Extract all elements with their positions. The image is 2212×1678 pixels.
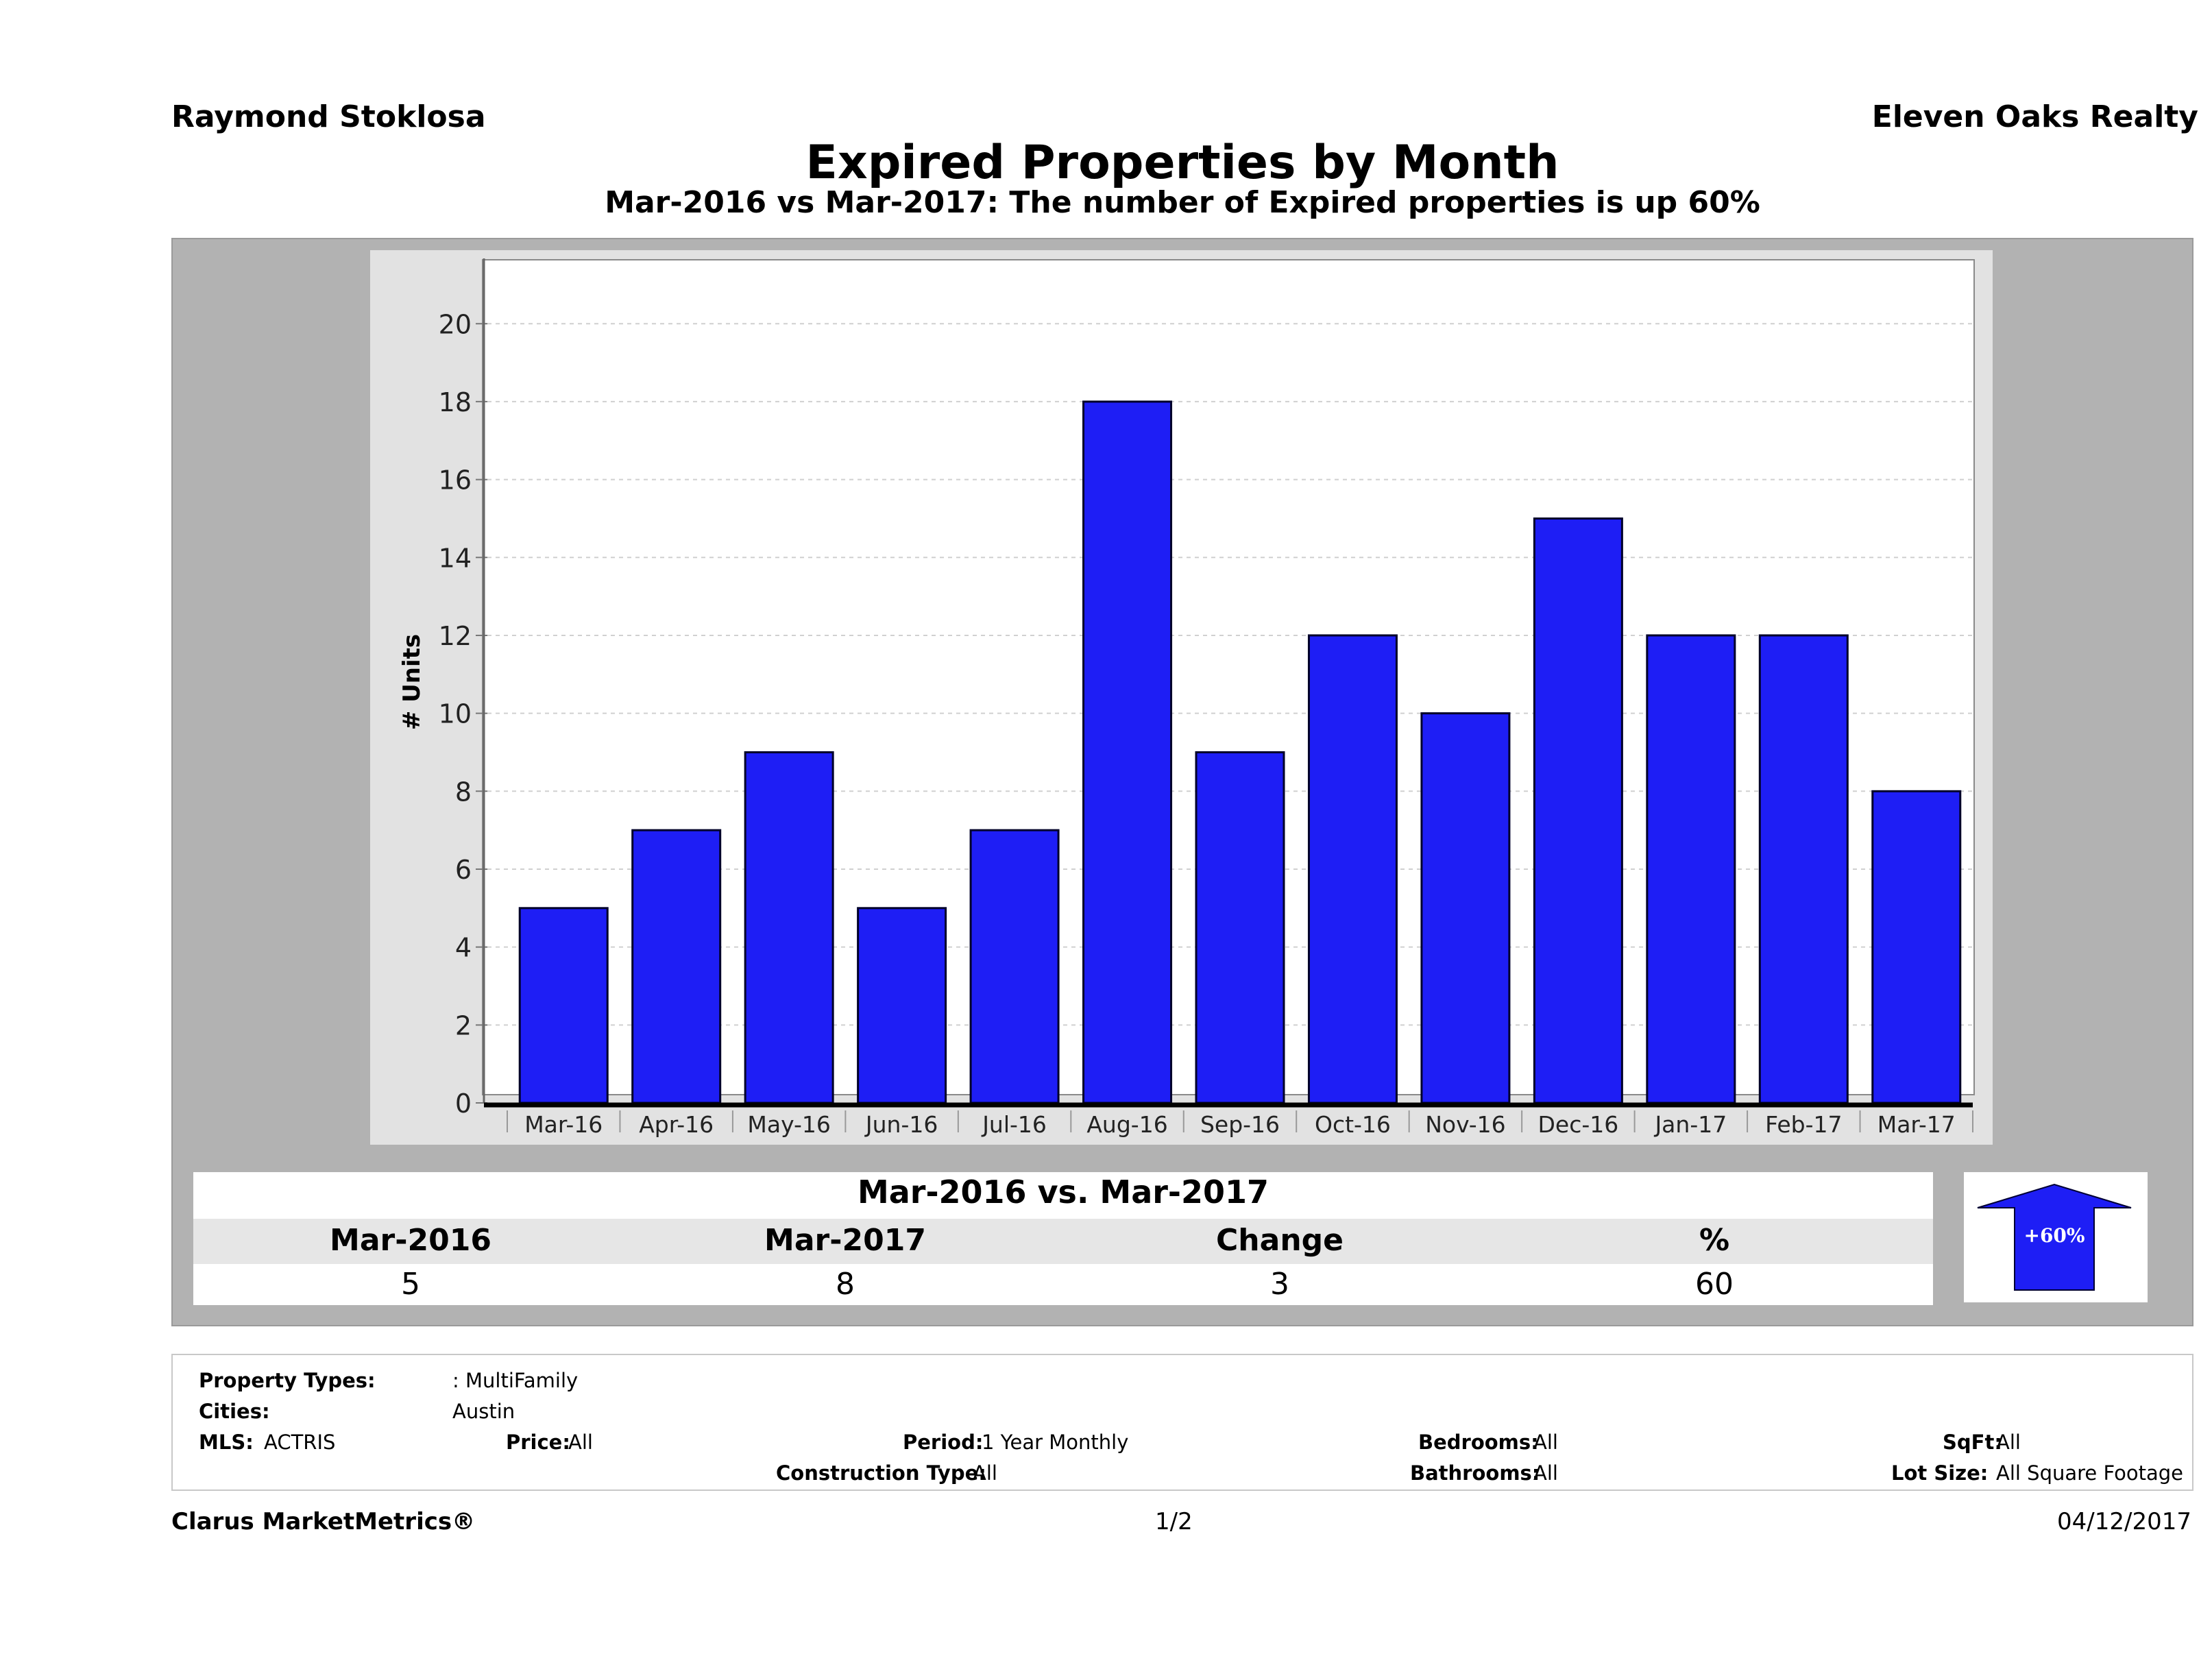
cities-value: Austin <box>452 1400 515 1423</box>
y-tick-label: 16 <box>439 465 472 496</box>
bar-sep-16 <box>1195 751 1285 1104</box>
bathrooms-label: Bathrooms: <box>1410 1461 1540 1485</box>
bar-mar-16 <box>518 907 609 1104</box>
bar-may-16 <box>744 751 834 1104</box>
y-tick-label: 6 <box>455 855 472 885</box>
x-tick-label: Mar-16 <box>524 1111 603 1138</box>
bar-apr-16 <box>631 829 722 1104</box>
y-tick-label: 0 <box>455 1089 472 1119</box>
bathrooms-value: All <box>1533 1461 1558 1485</box>
bar-mar-17 <box>1871 790 1962 1104</box>
y-tick-label: 14 <box>439 543 472 573</box>
summary-value-percent: 60 <box>1695 1267 1734 1302</box>
period-value: 1 Year Monthly <box>982 1431 1129 1454</box>
mls-label: MLS: <box>199 1431 254 1454</box>
price-value: All <box>568 1431 593 1454</box>
y-tick-label: 18 <box>439 387 472 417</box>
y-tick-label: 4 <box>455 933 472 963</box>
summary-header-percent: % <box>1699 1223 1730 1258</box>
change-badge-text: +60% <box>2023 1224 2085 1247</box>
y-axis-label: # Units <box>398 634 426 730</box>
lot-size-value: All Square Footage <box>1996 1461 2184 1485</box>
property-types-label: Property Types: <box>199 1369 376 1392</box>
y-tick-label: 2 <box>455 1010 472 1041</box>
x-tick-label: Nov-16 <box>1425 1111 1505 1138</box>
x-tick-label: Jul-16 <box>981 1111 1047 1138</box>
bar-jul-16 <box>969 829 1060 1104</box>
bar-jun-16 <box>857 907 947 1104</box>
summary-value-change: 3 <box>1270 1267 1289 1302</box>
change-badge-box: +60% <box>1964 1172 2148 1302</box>
summary-value-row <box>193 1264 1933 1305</box>
construction-type-value: All <box>973 1461 997 1485</box>
price-label: Price: <box>506 1431 570 1454</box>
bars <box>518 400 1962 1104</box>
axes: 0 2 4 6 8 10 12 14 16 18 20 Mar-16 Apr-16 May-16 Jun-1… <box>439 258 1973 1138</box>
bar-aug-16 <box>1082 400 1173 1104</box>
bedrooms-label: Bedrooms: <box>1418 1431 1539 1454</box>
y-tick-label: 8 <box>455 777 472 807</box>
x-tick-label: Aug-16 <box>1086 1111 1167 1138</box>
bedrooms-value: All <box>1533 1431 1558 1454</box>
construction-type-label: Construction Type: <box>776 1461 986 1485</box>
summary-header-change: Change <box>1216 1223 1344 1258</box>
mls-value: ACTRIS <box>264 1431 336 1454</box>
summary-value-mar2017: 8 <box>836 1267 855 1302</box>
footer-brand: Clarus MarketMetrics® <box>171 1508 476 1535</box>
summary-header-mar2016: Mar-2016 <box>330 1223 491 1258</box>
sqft-label: SqFt: <box>1943 1431 2002 1454</box>
x-tick-label: Sep-16 <box>1200 1111 1280 1138</box>
x-tick-label: May-16 <box>747 1111 831 1138</box>
footer-date: 04/12/2017 <box>2057 1508 2191 1535</box>
summary-header-mar2017: Mar-2017 <box>764 1223 926 1258</box>
y-tick-label: 12 <box>439 621 472 651</box>
x-tick-label: Mar-17 <box>1877 1111 1956 1138</box>
property-types-value: : MultiFamily <box>452 1369 579 1392</box>
summary-header-row <box>193 1219 1933 1264</box>
bar-feb-17 <box>1758 634 1849 1104</box>
brokerage-name: Eleven Oaks Realty <box>1871 99 2198 134</box>
x-tick-label: Apr-16 <box>639 1111 714 1138</box>
bar-jan-17 <box>1646 634 1736 1104</box>
bar-dec-16 <box>1533 517 1623 1104</box>
x-tick-label: Dec-16 <box>1538 1111 1619 1138</box>
sqft-value: All <box>1996 1431 2021 1454</box>
chart-title: Expired Properties by Month <box>805 136 1559 190</box>
y-tick-label: 20 <box>439 309 472 339</box>
period-label: Period: <box>903 1431 984 1454</box>
summary-title-row <box>193 1172 1933 1219</box>
criteria-box: Property Types: : MultiFamily Cities: Au… <box>171 1354 2193 1491</box>
footer-page-number: 1/2 <box>1155 1508 1193 1535</box>
summary-value-mar2016: 5 <box>401 1267 420 1302</box>
bar-nov-16 <box>1420 712 1511 1104</box>
x-tick-label: Oct-16 <box>1315 1111 1391 1138</box>
up-arrow-icon: +60% <box>1977 1183 2132 1291</box>
bar-oct-16 <box>1307 634 1398 1104</box>
summary-title: Mar-2016 vs. Mar-2017 <box>857 1174 1269 1211</box>
chart-subtitle: Mar-2016 vs Mar-2017: The number of Expi… <box>605 185 1760 220</box>
y-tick-label: 10 <box>439 699 472 729</box>
x-tick-label: Jun-16 <box>864 1111 938 1138</box>
x-tick-label: Feb-17 <box>1765 1111 1842 1138</box>
x-tick-label: Jan-17 <box>1653 1111 1727 1138</box>
cities-label: Cities: <box>199 1400 270 1423</box>
agent-name: Raymond Stoklosa <box>171 99 486 134</box>
lot-size-label: Lot Size: <box>1891 1461 1989 1485</box>
